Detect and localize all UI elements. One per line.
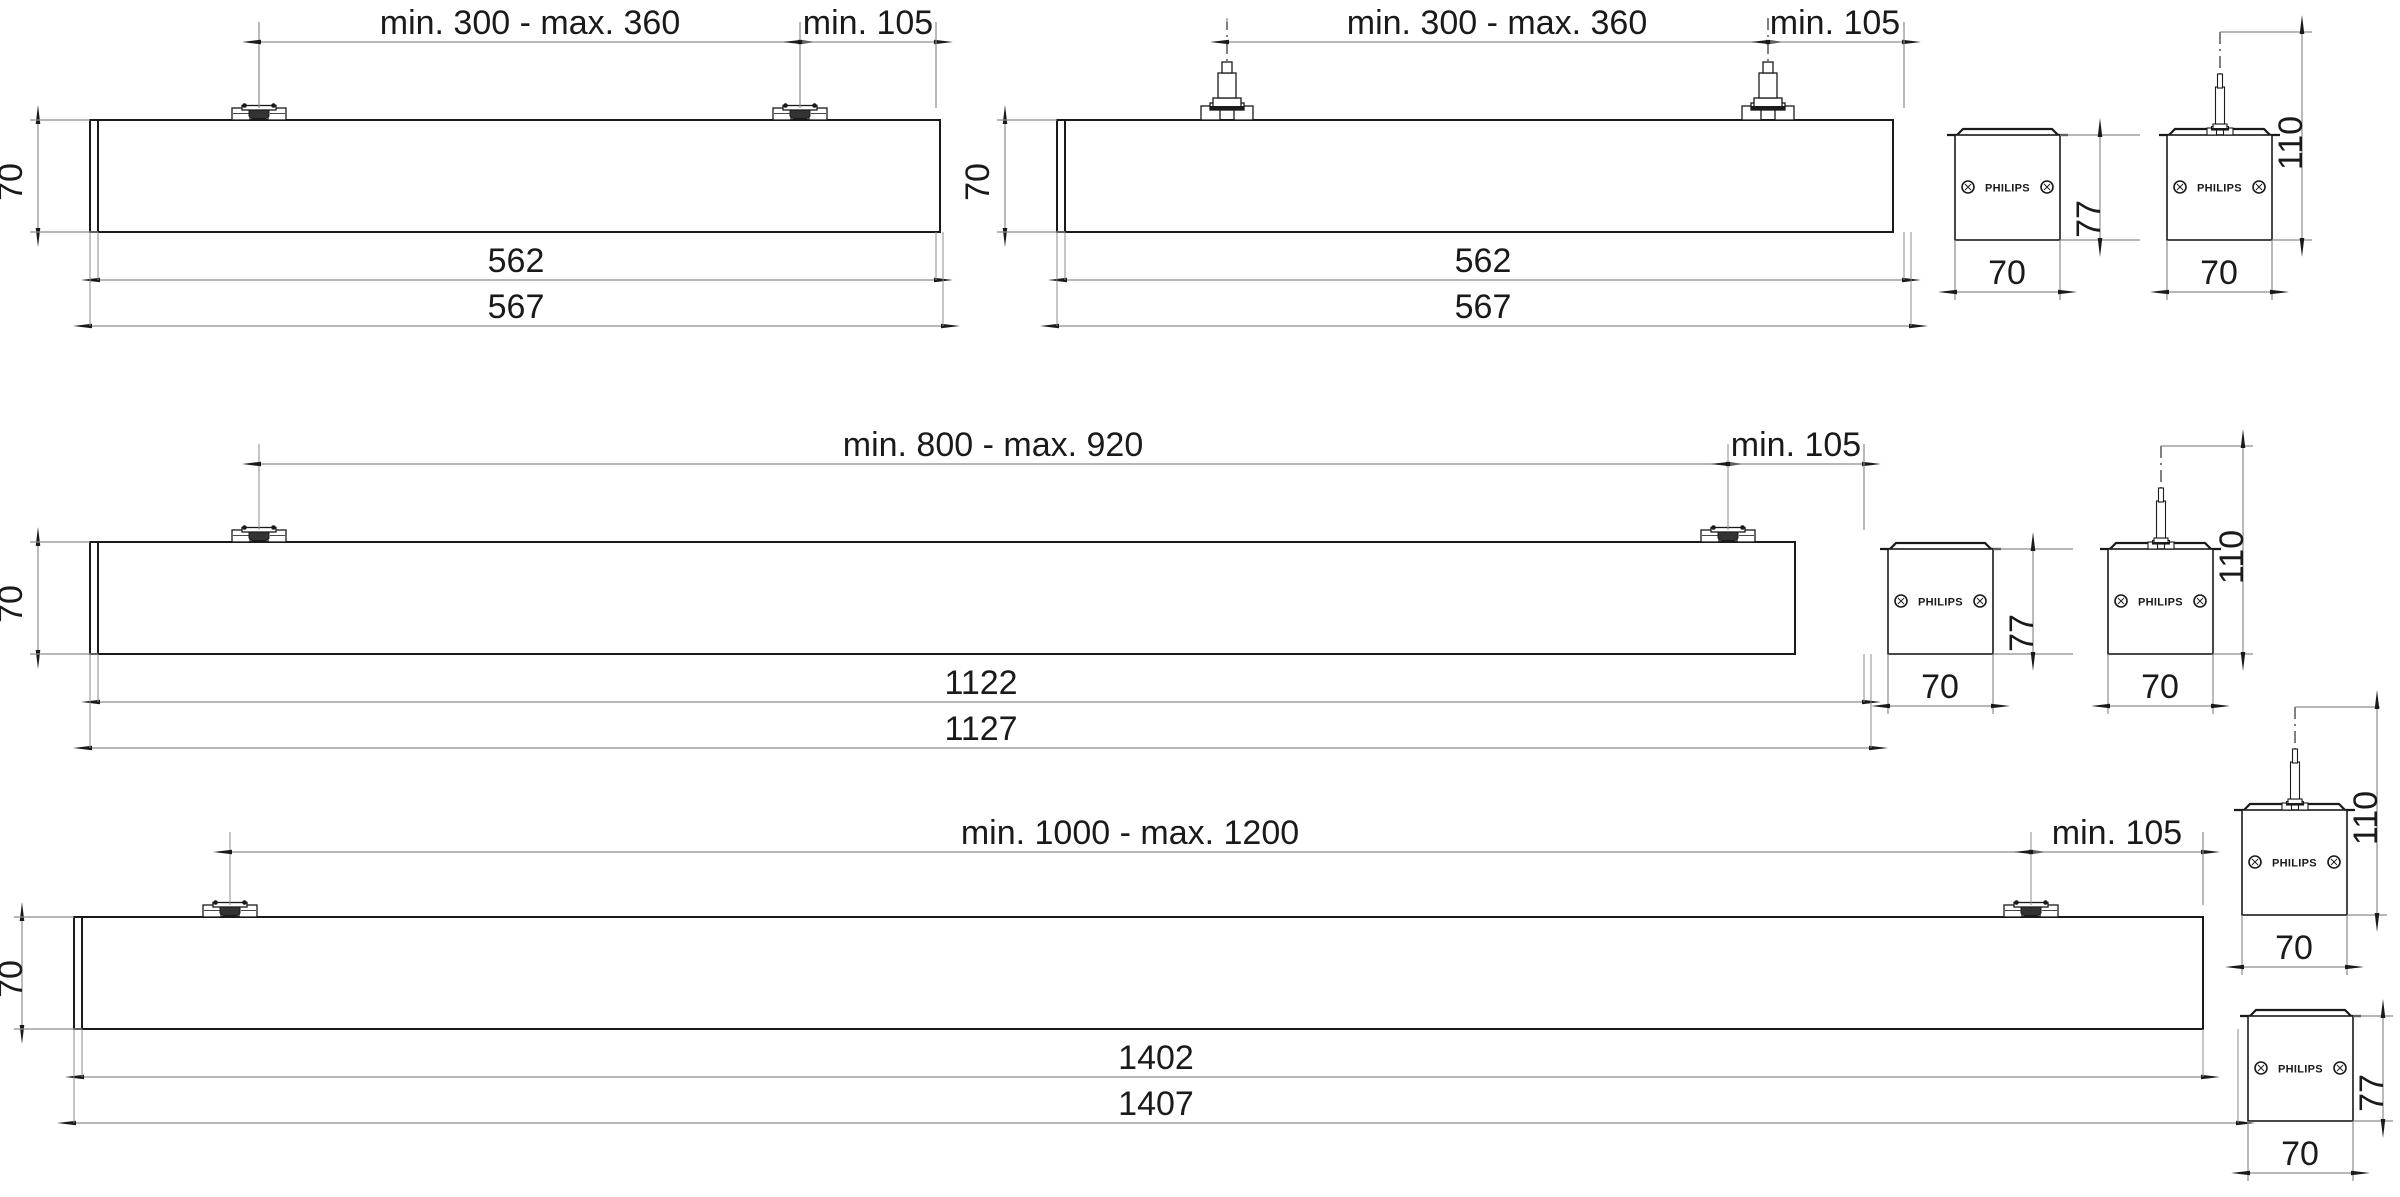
svg-text:min. 300 - max. 360: min. 300 - max. 360 bbox=[380, 4, 680, 42]
svg-text:70: 70 bbox=[0, 163, 30, 201]
svg-text:70: 70 bbox=[1988, 254, 2026, 292]
svg-text:70: 70 bbox=[0, 960, 30, 998]
svg-text:70: 70 bbox=[2200, 254, 2238, 292]
svg-text:min. 105: min. 105 bbox=[803, 4, 933, 42]
svg-text:110: 110 bbox=[2347, 791, 2385, 845]
svg-text:562: 562 bbox=[488, 242, 545, 280]
svg-text:1122: 1122 bbox=[944, 664, 1017, 702]
svg-text:70: 70 bbox=[0, 585, 30, 623]
svg-text:min. 105: min. 105 bbox=[1770, 4, 1900, 42]
svg-text:1407: 1407 bbox=[1118, 1085, 1194, 1123]
svg-text:110: 110 bbox=[2213, 530, 2251, 584]
svg-text:min. 800 - max. 920: min. 800 - max. 920 bbox=[843, 426, 1143, 464]
svg-text:1127: 1127 bbox=[944, 710, 1017, 748]
svg-text:70: 70 bbox=[2141, 668, 2179, 706]
svg-text:70: 70 bbox=[2275, 929, 2313, 967]
svg-text:567: 567 bbox=[1455, 288, 1512, 326]
svg-text:77: 77 bbox=[2353, 1074, 2391, 1112]
svg-text:min. 1000 - max. 1200: min. 1000 - max. 1200 bbox=[961, 814, 1299, 852]
svg-text:70: 70 bbox=[959, 163, 997, 201]
svg-text:77: 77 bbox=[2003, 614, 2041, 652]
svg-text:min. 105: min. 105 bbox=[1731, 426, 1861, 464]
svg-text:min. 105: min. 105 bbox=[2052, 814, 2182, 852]
svg-text:70: 70 bbox=[1921, 668, 1959, 706]
svg-text:min. 300 - max. 360: min. 300 - max. 360 bbox=[1347, 4, 1647, 42]
svg-text:567: 567 bbox=[488, 288, 545, 326]
svg-text:110: 110 bbox=[2272, 116, 2310, 170]
svg-text:77: 77 bbox=[2070, 200, 2108, 238]
svg-text:562: 562 bbox=[1455, 242, 1512, 280]
svg-text:70: 70 bbox=[2281, 1135, 2319, 1173]
svg-text:1402: 1402 bbox=[1118, 1039, 1194, 1077]
